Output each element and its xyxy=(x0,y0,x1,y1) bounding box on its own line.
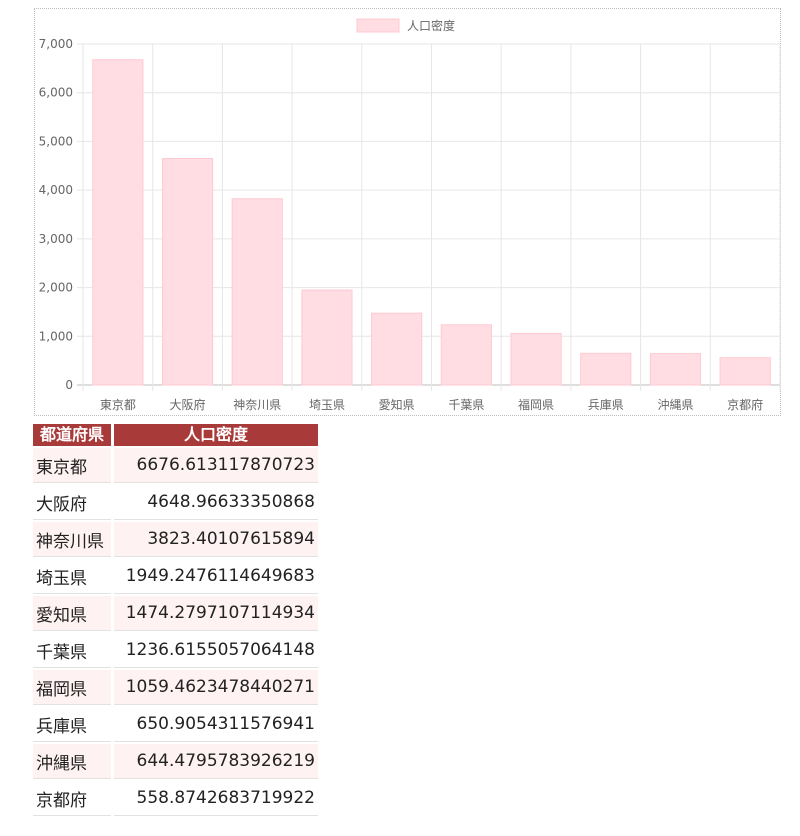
table-row: 福岡県 1059.4623478440271 xyxy=(33,670,318,705)
prefecture-cell: 大阪府 xyxy=(33,485,111,520)
bar xyxy=(371,312,423,386)
bar xyxy=(92,59,144,386)
density-cell: 650.9054311576941 xyxy=(114,707,318,742)
prefecture-cell: 千葉県 xyxy=(33,633,111,668)
header-prefecture: 都道府県 xyxy=(33,424,111,446)
table-row: 神奈川県 3823.40107615894 xyxy=(33,522,318,557)
table-row: 埼玉県 1949.2476114649683 xyxy=(33,559,318,594)
x-tick-label: 千葉県 xyxy=(448,398,484,412)
y-tick-label: 2,000 xyxy=(39,281,73,295)
table-row: 千葉県 1236.6155057064148 xyxy=(33,633,318,668)
y-tick-label: 7,000 xyxy=(39,37,73,51)
table-row: 沖縄県 644.4795783926219 xyxy=(33,744,318,779)
x-tick-label: 福岡県 xyxy=(518,397,554,412)
table-row: 東京都 6676.613117870723 xyxy=(33,448,318,483)
prefecture-cell: 神奈川県 xyxy=(33,522,111,557)
bar-chart: 0 1,000 2,000 3,000 4,000 5,000 6,000 7,000 東京都 大… xyxy=(34,8,781,416)
x-tick-label: 東京都 xyxy=(100,398,136,412)
x-tick-label: 京都府 xyxy=(727,397,763,412)
x-tick-label: 愛知県 xyxy=(379,398,415,412)
bar xyxy=(580,352,632,386)
bar xyxy=(440,324,492,386)
prefecture-cell: 沖縄県 xyxy=(33,744,111,779)
prefecture-cell: 埼玉県 xyxy=(33,559,111,594)
table-header-row: 都道府県 人口密度 xyxy=(33,424,318,446)
density-cell: 6676.613117870723 xyxy=(114,448,318,483)
y-tick-label: 3,000 xyxy=(39,232,73,246)
bar xyxy=(649,353,702,386)
density-cell: 1236.6155057064148 xyxy=(114,633,318,668)
chart-canvas: 0 1,000 2,000 3,000 4,000 5,000 6,000 7,000 東京都 大… xyxy=(39,18,781,412)
y-tick-label: 5,000 xyxy=(39,134,73,148)
legend-label: 人口密度 xyxy=(407,18,455,33)
x-tick-label: 沖縄県 xyxy=(657,397,693,412)
table-row: 京都府 558.8742683719922 xyxy=(33,781,318,816)
y-tick-label: 1,000 xyxy=(39,329,73,343)
bar xyxy=(301,289,353,386)
prefecture-cell: 兵庫県 xyxy=(33,707,111,742)
x-tick-label: 埼玉県 xyxy=(309,398,345,412)
table-row: 大阪府 4648.96633350868 xyxy=(33,485,318,520)
density-table: 都道府県 人口密度 東京都 6676.613117870723 大阪府 4648… xyxy=(30,422,321,818)
density-cell: 558.8742683719922 xyxy=(114,781,318,816)
y-tick-label: 0 xyxy=(65,378,73,392)
prefecture-cell: 福岡県 xyxy=(33,670,111,705)
density-cell: 1474.2797107114934 xyxy=(114,596,318,631)
header-density: 人口密度 xyxy=(114,424,318,446)
prefecture-cell: 愛知県 xyxy=(33,596,111,631)
x-tick-label: 大阪府 xyxy=(170,397,206,412)
density-cell: 1059.4623478440271 xyxy=(114,670,318,705)
density-cell: 1949.2476114649683 xyxy=(114,559,318,594)
bar xyxy=(719,357,771,386)
table-row: 愛知県 1474.2797107114934 xyxy=(33,596,318,631)
y-tick-label: 6,000 xyxy=(39,86,73,100)
y-tick-label: 4,000 xyxy=(39,183,73,197)
legend-swatch xyxy=(356,18,400,33)
x-tick-label: 兵庫県 xyxy=(588,398,624,412)
density-cell: 3823.40107615894 xyxy=(114,522,318,557)
density-cell: 4648.96633350868 xyxy=(114,485,318,520)
prefecture-cell: 東京都 xyxy=(33,448,111,483)
bar xyxy=(231,198,283,386)
density-cell: 644.4795783926219 xyxy=(114,744,318,779)
table-row: 兵庫県 650.9054311576941 xyxy=(33,707,318,742)
bar xyxy=(161,158,214,386)
x-tick-label: 神奈川県 xyxy=(233,398,281,412)
prefecture-cell: 京都府 xyxy=(33,781,111,816)
bar xyxy=(510,332,562,386)
